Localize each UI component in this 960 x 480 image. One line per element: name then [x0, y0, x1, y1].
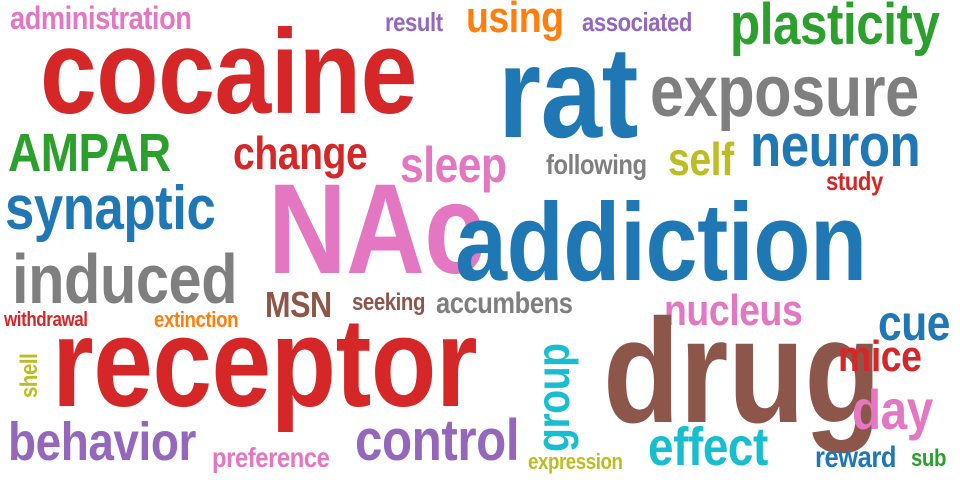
word-synaptic: synaptic	[5, 174, 216, 243]
word-seeking: seeking	[352, 289, 426, 316]
word-behavior: behavior	[8, 412, 196, 472]
word-nucleus: nucleus	[664, 286, 803, 335]
word-plasticity: plasticity	[730, 0, 940, 57]
word-neuron: neuron	[750, 112, 921, 179]
word-ampar: AMPAR	[8, 123, 171, 183]
word-cocaine: cocaine	[40, 5, 417, 139]
word-shell: shell	[16, 353, 43, 398]
word-drug: drug	[603, 289, 881, 454]
word-associated: associated	[582, 7, 692, 37]
word-effect: effect	[648, 417, 768, 477]
word-study: study	[826, 166, 883, 196]
word-control: control	[355, 408, 520, 473]
word-group: group	[527, 343, 579, 452]
word-sleep: sleep	[400, 137, 507, 193]
word-exposure: exposure	[650, 52, 919, 132]
word-preference: preference	[212, 442, 330, 473]
word-induced: induced	[12, 240, 238, 318]
word-self: self	[668, 133, 734, 185]
word-nac: NAc	[268, 158, 485, 301]
word-withdrawal: withdrawal	[4, 309, 88, 331]
word-extinction: extinction	[154, 307, 239, 332]
word-sub: sub	[911, 445, 946, 472]
word-following: following	[546, 149, 647, 180]
word-rat: rat	[498, 19, 638, 165]
word-accumbens: accumbens	[436, 287, 573, 320]
word-addiction: addiction	[455, 181, 867, 304]
word-change: change	[233, 127, 368, 179]
word-expression: expression	[528, 449, 623, 474]
word-cue: cue	[878, 295, 950, 351]
word-day: day	[852, 378, 933, 441]
word-mice: mice	[838, 332, 922, 381]
word-using: using	[466, 0, 564, 42]
word-result: result	[385, 7, 443, 37]
word-administration: administration	[10, 0, 192, 36]
word-reward: reward	[815, 441, 897, 474]
word-receptor: receptor	[52, 292, 478, 433]
word-msn: MSN	[265, 284, 332, 325]
